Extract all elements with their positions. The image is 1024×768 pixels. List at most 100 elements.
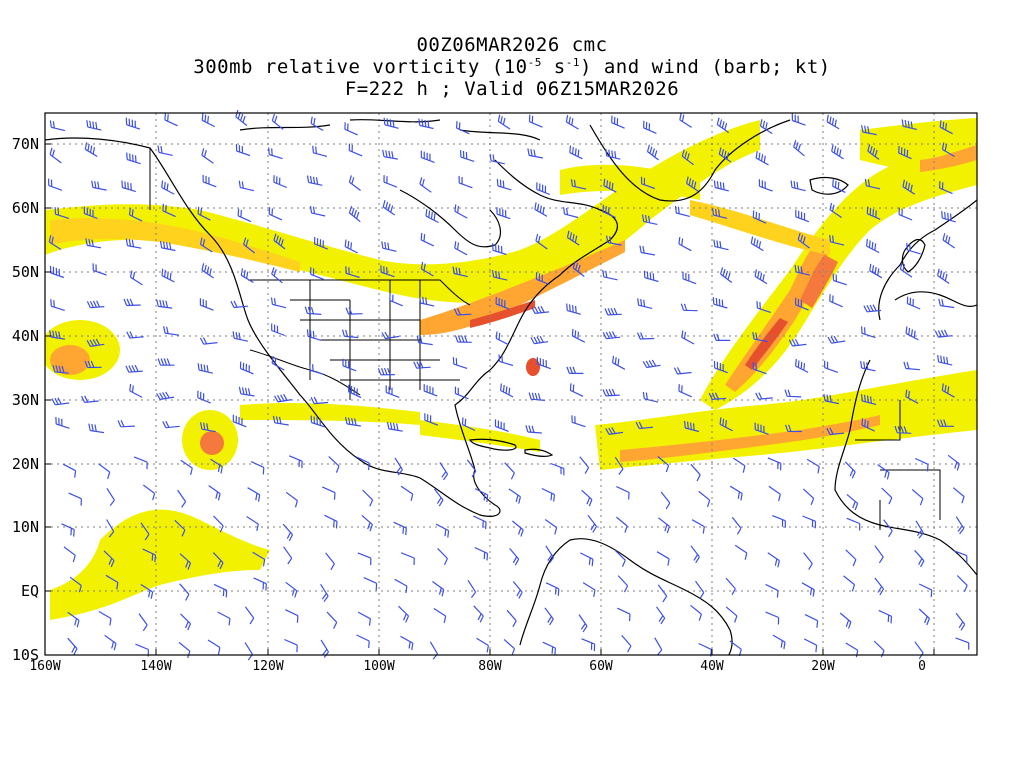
wind-barb: [86, 300, 105, 309]
wind-barb: [657, 584, 668, 603]
coast-iceland: [809, 176, 849, 195]
vorticity-core-atlantic-north: [800, 255, 838, 308]
wind-barb: [104, 634, 117, 651]
wind-barb: [642, 359, 661, 369]
wind-barb: [180, 613, 192, 631]
wind-barb: [324, 514, 338, 529]
wind-barb: [605, 427, 624, 435]
title-line-1: 00Z06MAR2026 cmc: [416, 34, 608, 56]
lon-label-120w: 120W: [252, 659, 284, 674]
wind-barb: [861, 418, 875, 432]
wind-barb: [602, 204, 616, 219]
wind-barb: [527, 148, 544, 159]
wind-barb: [62, 463, 77, 478]
wind-barb: [356, 456, 370, 471]
wind-barb: [937, 354, 953, 366]
wind-barb: [235, 144, 251, 157]
wind-barb: [342, 358, 357, 372]
wind-barb: [861, 125, 877, 136]
wind-barb: [250, 461, 265, 475]
border-us-mexico: [249, 349, 361, 396]
wind-barb: [213, 515, 224, 533]
coast-south-america: [519, 538, 733, 655]
wind-barb: [867, 144, 880, 160]
wind-barb: [658, 517, 670, 534]
border-africa: [855, 400, 941, 530]
wind-barb: [646, 144, 659, 161]
coast-hudson-bay: [399, 189, 502, 248]
wind-barb: [639, 245, 656, 256]
wind-barb: [393, 521, 407, 536]
wind-barb: [861, 326, 876, 339]
wind-barb: [953, 550, 968, 563]
wind-barb: [729, 485, 743, 501]
coast-arctic-islands: [239, 119, 541, 141]
wind-barb: [424, 413, 439, 426]
wind-barb: [713, 333, 731, 341]
wind-barb: [69, 576, 82, 593]
coast-greenland: [589, 119, 791, 202]
wind-barb: [67, 637, 78, 656]
wind-barb: [271, 113, 284, 130]
wind-barb: [285, 491, 298, 508]
wind-barb: [569, 383, 584, 397]
wind-barb: [285, 581, 298, 598]
wind-barb: [883, 519, 893, 538]
wind-barb: [435, 523, 450, 538]
wind-barb: [541, 487, 555, 502]
wind-barb: [420, 232, 435, 247]
coast-europe: [878, 199, 977, 321]
wind-barb: [898, 145, 912, 160]
wind-barb: [51, 397, 70, 406]
wind-barb: [614, 456, 624, 475]
wind-barb: [179, 583, 190, 601]
wind-barb: [492, 243, 507, 256]
wind-barb: [708, 392, 727, 400]
wind-barb: [690, 463, 701, 482]
wind-barb: [497, 114, 511, 130]
wind-barb: [754, 269, 768, 285]
wind-barb: [212, 552, 224, 570]
wind-barb: [429, 641, 439, 660]
lon-label-40w: 40W: [700, 659, 724, 674]
wind-barb: [121, 180, 136, 193]
wind-barb: [690, 545, 700, 564]
wind-barb: [750, 236, 764, 252]
wind-barb: [637, 298, 653, 309]
wind-barb: [772, 515, 786, 528]
wind-barbs: [48, 109, 970, 661]
wind-barb: [535, 272, 550, 286]
wind-barb: [434, 488, 444, 507]
wind-barb: [133, 456, 148, 470]
wind-barb: [759, 119, 773, 135]
wind-barb: [545, 545, 555, 564]
wind-barb: [768, 485, 781, 502]
wind-barb: [713, 360, 728, 374]
wind-barb: [197, 390, 211, 404]
wind-barb: [866, 206, 881, 220]
wind-barb: [616, 516, 628, 533]
wind-barb: [681, 149, 694, 166]
wind-barb: [941, 383, 955, 398]
wind-barb: [823, 393, 840, 405]
wind-barb: [48, 178, 63, 191]
wind-barb: [312, 145, 328, 157]
wind-barb: [238, 386, 255, 397]
wind-barb: [273, 394, 292, 403]
wind-barb: [636, 332, 655, 340]
wind-barb: [955, 637, 970, 650]
wind-barb: [902, 179, 916, 195]
wind-barb: [328, 456, 340, 473]
wind-barb: [765, 611, 780, 625]
wind-barb: [306, 175, 323, 186]
wind-barb: [801, 582, 815, 597]
wind-barb: [512, 520, 524, 537]
wind-barb: [117, 419, 135, 428]
wind-barb: [905, 389, 919, 404]
wind-barb: [795, 297, 809, 311]
wind-barb: [941, 142, 955, 158]
wind-barb: [106, 487, 115, 507]
wind-barb: [247, 487, 261, 502]
wind-barb: [91, 180, 107, 191]
wind-barb: [437, 547, 448, 566]
